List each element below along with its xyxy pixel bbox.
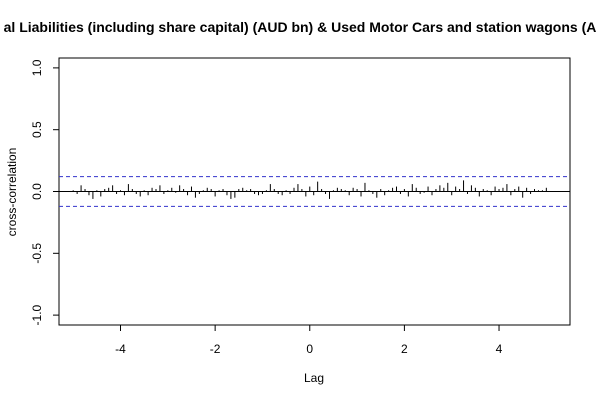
x-tick-label: -4: [115, 342, 126, 356]
chart-title: al Liabilities (including share capital)…: [4, 19, 597, 35]
y-tick-label: 0.0: [30, 183, 44, 200]
ccf-bars: [73, 180, 546, 199]
y-tick-label: 1.0: [30, 59, 44, 76]
x-axis: -4 -2 0 2 4: [115, 325, 503, 356]
y-axis: -1.0 -0.5 0.0 0.5 1.0: [30, 59, 59, 325]
x-tick-label: 0: [306, 342, 313, 356]
y-axis-label: cross-correlation: [5, 148, 19, 237]
x-tick-label: 2: [401, 342, 408, 356]
x-tick-label: 4: [496, 342, 503, 356]
y-tick-label: -1.0: [30, 304, 44, 325]
y-tick-label: -0.5: [30, 243, 44, 264]
y-tick-label: 0.5: [30, 121, 44, 138]
x-tick-label: -2: [210, 342, 221, 356]
x-axis-label: Lag: [304, 371, 324, 385]
